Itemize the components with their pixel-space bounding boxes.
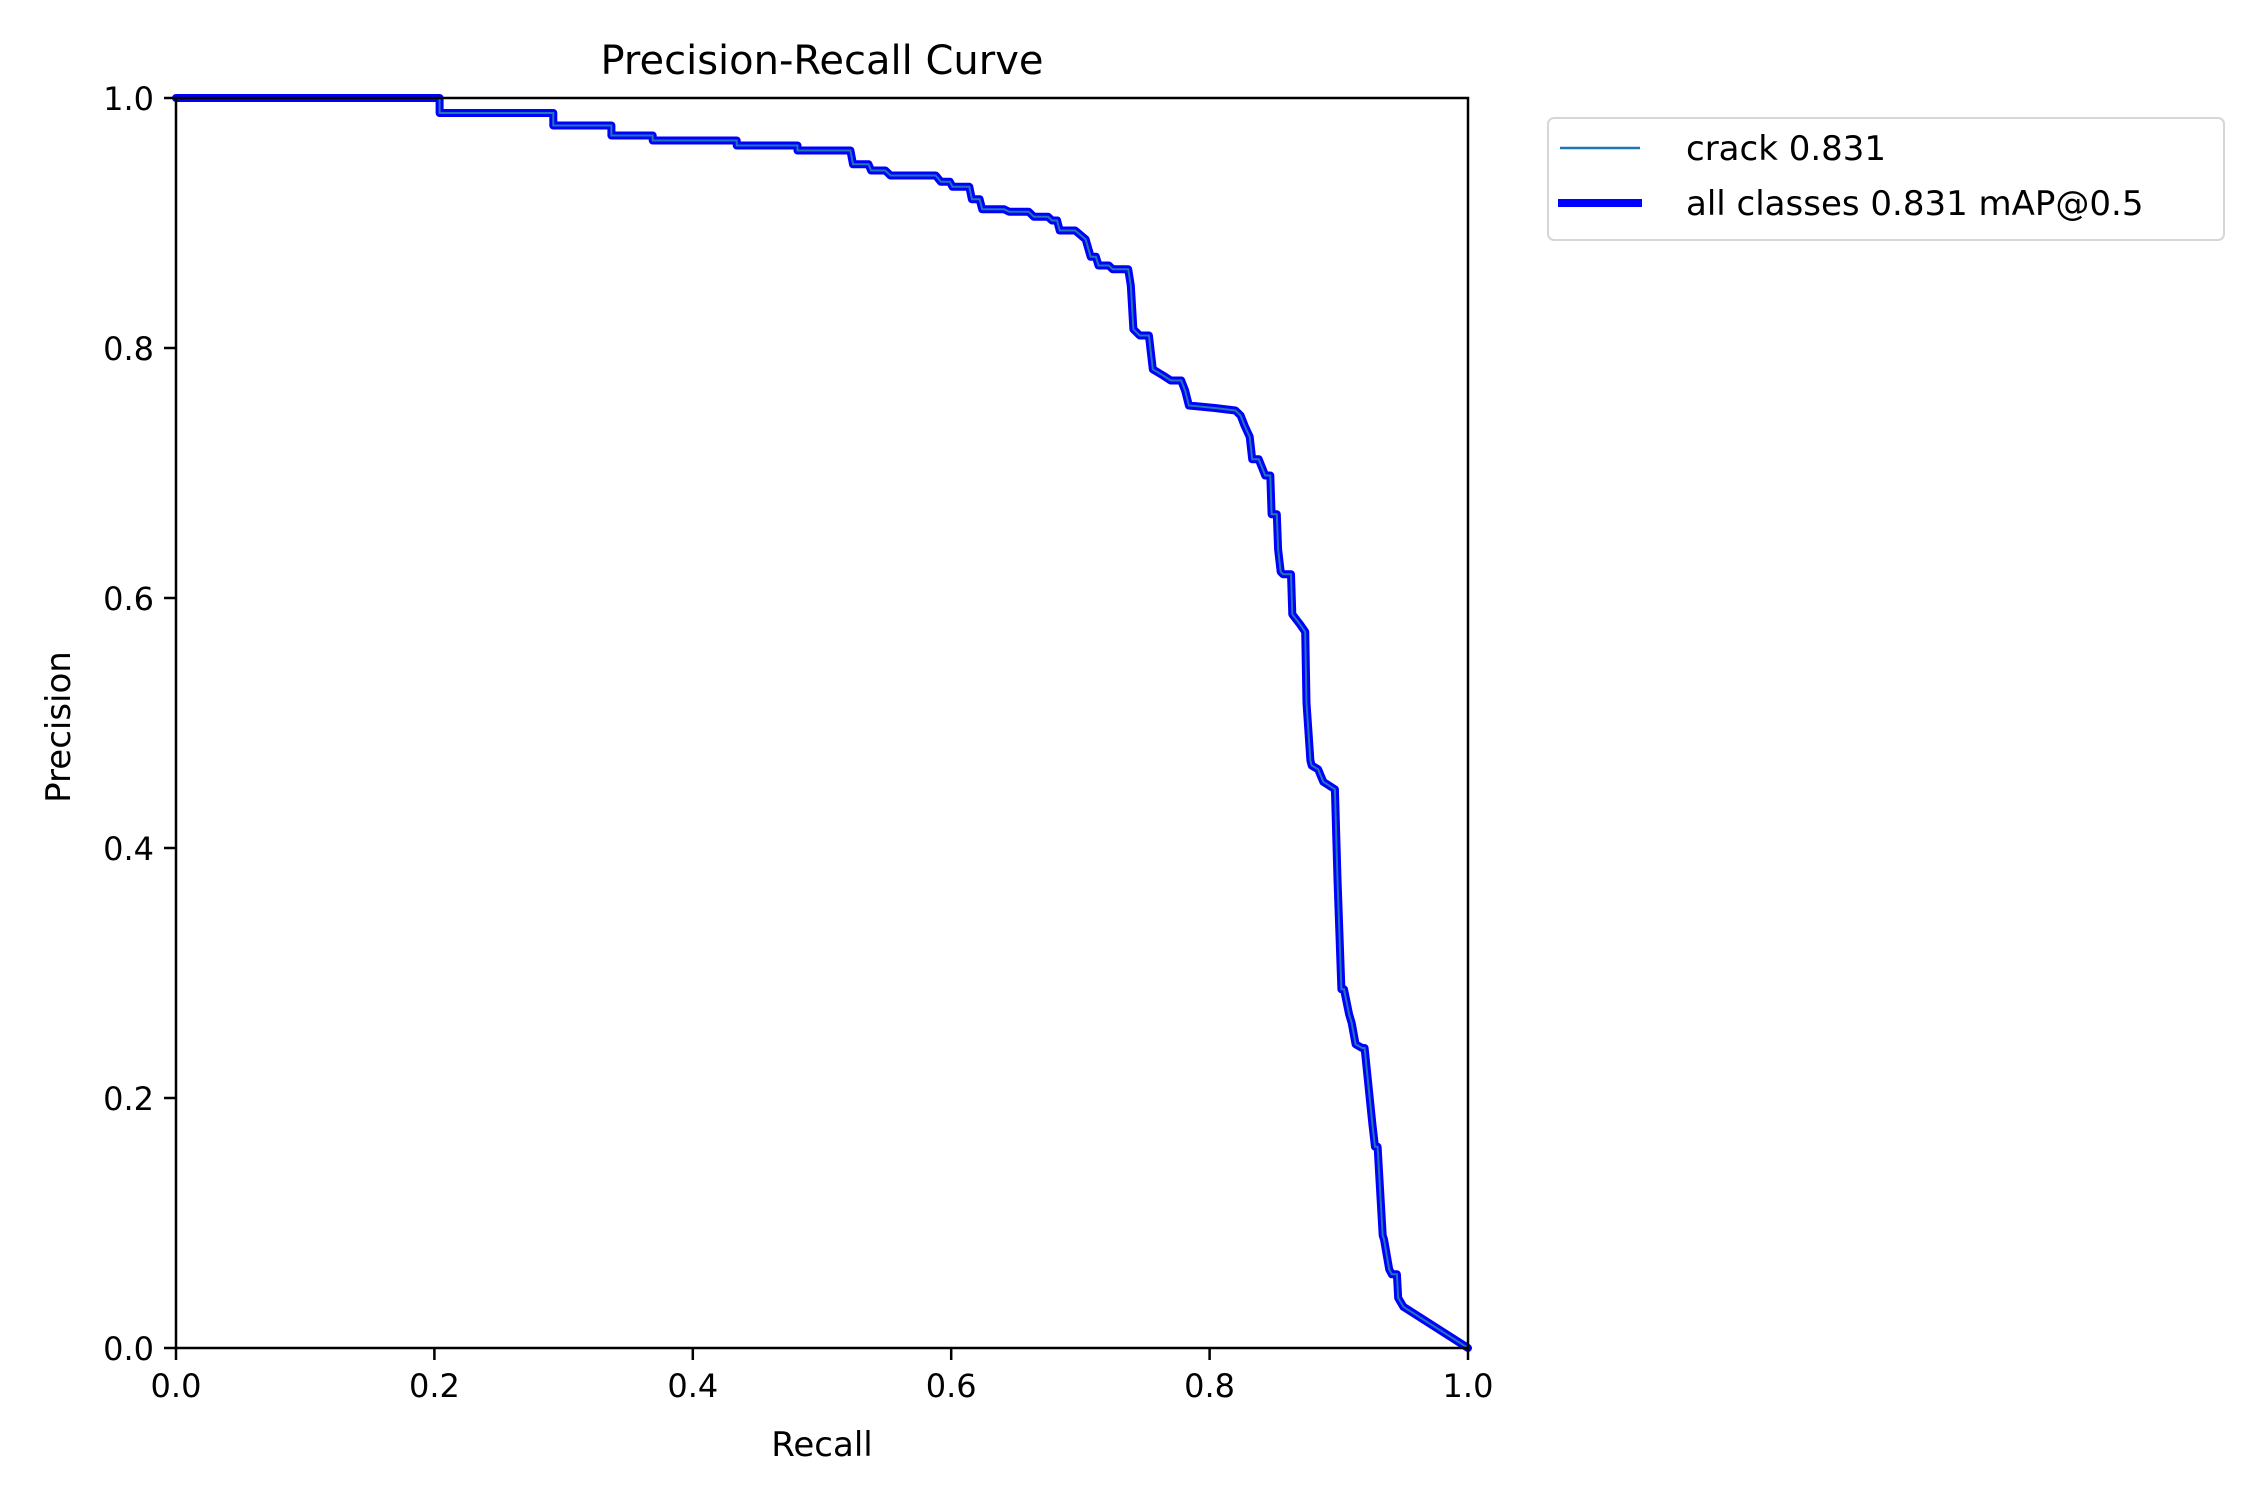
- axes-background: [176, 98, 1468, 1348]
- y-tick: 0.6: [103, 580, 176, 618]
- svg-text:1.0: 1.0: [103, 80, 154, 118]
- svg-text:0.4: 0.4: [103, 830, 154, 868]
- y-tick: 1.0: [103, 80, 176, 118]
- series-layer: [172, 94, 1472, 1352]
- svg-text:0.8: 0.8: [1184, 1367, 1235, 1405]
- y-tick: 0.4: [103, 830, 176, 868]
- chart-title: Precision-Recall Curve: [601, 38, 1044, 84]
- legend: crack 0.831 all classes 0.831 mAP@0.5: [1547, 117, 2225, 241]
- x-tick: 0.2: [409, 1348, 460, 1405]
- y-axis-label: Precision: [39, 651, 79, 803]
- svg-text:0.0: 0.0: [103, 1330, 154, 1368]
- plot-area: [172, 94, 1472, 1352]
- x-axis-label: Recall: [771, 1425, 872, 1465]
- x-axis-ticks: 0.0 0.2 0.4 0.6 0.8 1.0: [151, 1348, 1494, 1405]
- y-axis-ticks: 0.0 0.2 0.4 0.6 0.8 1.0: [103, 80, 176, 1368]
- legend-label-all-classes: all classes 0.831 mAP@0.5: [1686, 184, 2143, 224]
- x-tick: 0.8: [1184, 1348, 1235, 1405]
- legend-item-crack: crack 0.831: [1560, 129, 1886, 169]
- y-tick: 0.8: [103, 330, 176, 368]
- x-tick: 0.0: [151, 1348, 202, 1405]
- x-tick: 0.6: [926, 1348, 977, 1405]
- y-tick: 0.2: [103, 1080, 176, 1118]
- svg-text:0.8: 0.8: [103, 330, 154, 368]
- svg-text:0.2: 0.2: [103, 1080, 154, 1118]
- legend-item-all-classes: all classes 0.831 mAP@0.5: [1558, 184, 2143, 224]
- svg-text:0.6: 0.6: [103, 580, 154, 618]
- svg-text:0.6: 0.6: [926, 1367, 977, 1405]
- svg-text:0.4: 0.4: [667, 1367, 718, 1405]
- legend-box: [1547, 117, 2225, 241]
- x-tick: 1.0: [1443, 1348, 1494, 1405]
- y-tick: 0.0: [103, 1330, 176, 1368]
- svg-text:0.2: 0.2: [409, 1367, 460, 1405]
- legend-label-crack: crack 0.831: [1686, 129, 1886, 169]
- svg-text:0.0: 0.0: [151, 1367, 202, 1405]
- svg-text:1.0: 1.0: [1443, 1367, 1494, 1405]
- crack-line: [176, 97, 1469, 1349]
- x-tick: 0.4: [667, 1348, 718, 1405]
- axes-frame: [174, 96, 1470, 1350]
